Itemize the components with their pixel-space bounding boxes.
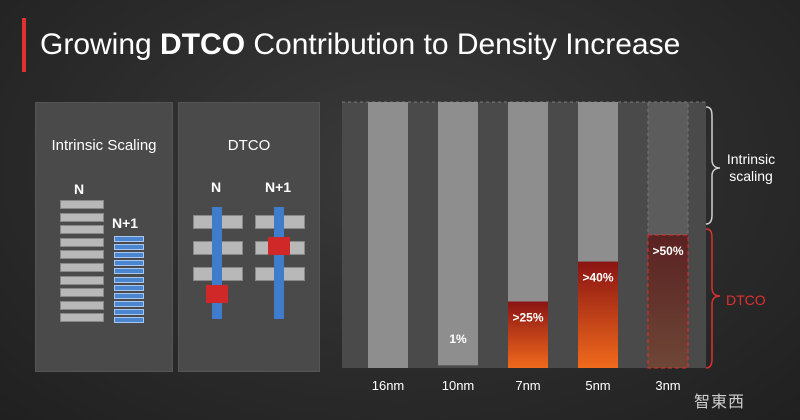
dtco-brace <box>705 228 721 369</box>
blue-vertical-bar <box>212 207 222 319</box>
blue-line <box>114 317 144 323</box>
dtco-bar-7nm <box>508 301 548 368</box>
blue-line <box>114 308 144 315</box>
dtco-bar-5nm <box>578 261 618 368</box>
label-n: N <box>74 181 85 197</box>
label-n: N <box>211 179 222 195</box>
intrinsic-scaling-annotation: Intrinsic scaling <box>726 151 776 184</box>
label-n1: N+1 <box>112 215 139 231</box>
data-label-3nm: >50% <box>652 244 683 258</box>
blue-line <box>114 292 144 299</box>
title-accent-bar <box>22 18 26 72</box>
x-tick-3nm: 3nm <box>655 378 680 393</box>
blue-vertical-bar <box>274 207 284 319</box>
dtco-panel: DTCO N N+1 <box>178 102 320 372</box>
grey-line <box>60 275 104 285</box>
blue-line <box>114 276 144 283</box>
data-label-7nm: >25% <box>512 311 543 325</box>
watermark-logo: 智東西 <box>694 394 746 411</box>
grey-line <box>60 288 104 298</box>
dtco-bar-3nm <box>647 234 689 369</box>
blue-line <box>114 252 144 259</box>
blue-line <box>114 244 144 251</box>
blue-line <box>114 260 144 267</box>
intrinsic-bar-10nm <box>438 102 478 366</box>
grey-line <box>60 300 104 310</box>
red-contact <box>268 237 290 255</box>
x-tick-5nm: 5nm <box>585 378 610 393</box>
intrinsic-scaling-panel: Intrinsic Scaling N N+1 <box>35 102 173 372</box>
intrinsic-brace <box>705 106 721 225</box>
data-label-10nm: 1% <box>449 332 467 346</box>
intrinsic-bar-5nm <box>578 102 618 262</box>
blue-line <box>114 268 144 275</box>
data-label-5nm: >40% <box>582 271 613 285</box>
dtco-annotation: DTCO <box>726 292 766 308</box>
grey-line <box>60 212 104 222</box>
blue-line <box>114 300 144 307</box>
panel-title-intrinsic: Intrinsic Scaling <box>51 137 157 154</box>
x-tick-16nm: 16nm <box>372 378 405 393</box>
grey-line <box>60 200 104 209</box>
x-tick-7nm: 7nm <box>515 378 540 393</box>
grey-line <box>60 237 104 247</box>
blue-line <box>114 284 144 291</box>
grey-line <box>60 263 104 272</box>
panel-title-dtco: DTCO <box>227 137 271 154</box>
red-contact <box>206 285 228 303</box>
intrinsic-bar-7nm <box>508 102 548 302</box>
label-n1: N+1 <box>265 179 292 195</box>
intrinsic-bar-16nm <box>368 102 408 368</box>
intrinsic-bar-3nm <box>647 101 689 236</box>
blue-line <box>114 236 144 242</box>
page-title: Growing DTCO Contribution to Density Inc… <box>40 28 681 61</box>
grey-line <box>60 225 104 235</box>
grey-line <box>60 313 104 323</box>
bars-group: 1% >25% >40% >50% <box>368 101 689 369</box>
x-tick-10nm: 10nm <box>442 378 475 393</box>
grey-line <box>60 250 104 260</box>
x-tick-labels: 16nm 10nm 7nm 5nm 3nm <box>372 378 681 393</box>
